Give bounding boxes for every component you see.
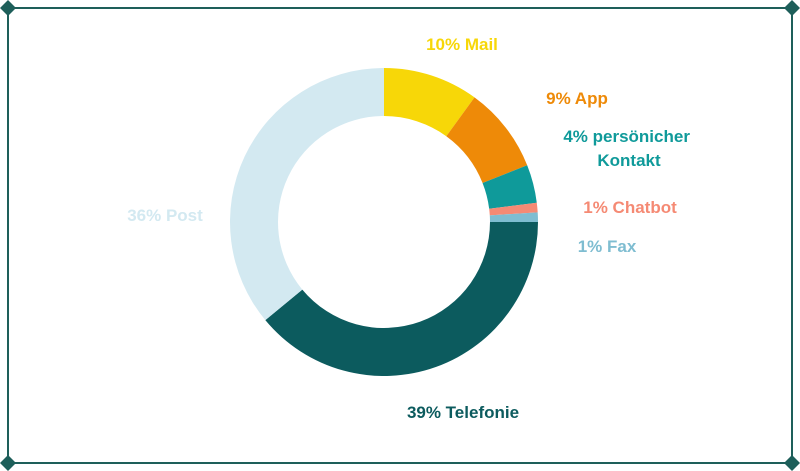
label-persoenlicher-kontakt: 4% persönicher Kontakt <box>563 127 694 170</box>
slice-mail <box>384 68 475 137</box>
corner-diamond-bottom-right <box>784 455 800 471</box>
label-chatbot: 1% Chatbot <box>583 198 677 217</box>
label-persoenlicher-kontakt-line-1: 4% persönicher <box>563 127 690 146</box>
label-post: 36% Post <box>127 206 203 225</box>
label-mail: 10% Mail <box>426 35 498 54</box>
label-persoenlicher-kontakt-line-2: Kontakt <box>597 151 661 170</box>
slice-telefonie <box>265 222 538 376</box>
donut-slices <box>230 68 538 376</box>
corner-diamond-top-left <box>0 0 16 16</box>
corner-diamond-top-right <box>784 0 800 16</box>
slice-app <box>446 97 528 183</box>
slice-chatbot <box>489 202 538 216</box>
frame-border <box>7 7 793 464</box>
slice-fax <box>489 212 538 222</box>
slice-post <box>230 68 384 321</box>
slice-labels: 10% Mail 9% App 4% persönicher Kontakt 1… <box>127 35 694 422</box>
label-fax: 1% Fax <box>578 237 637 256</box>
label-telefonie: 39% Telefonie <box>407 403 519 422</box>
corner-diamond-bottom-left <box>0 455 16 471</box>
label-app: 9% App <box>546 89 608 108</box>
slice-pers-nicher-kontakt <box>482 165 537 209</box>
